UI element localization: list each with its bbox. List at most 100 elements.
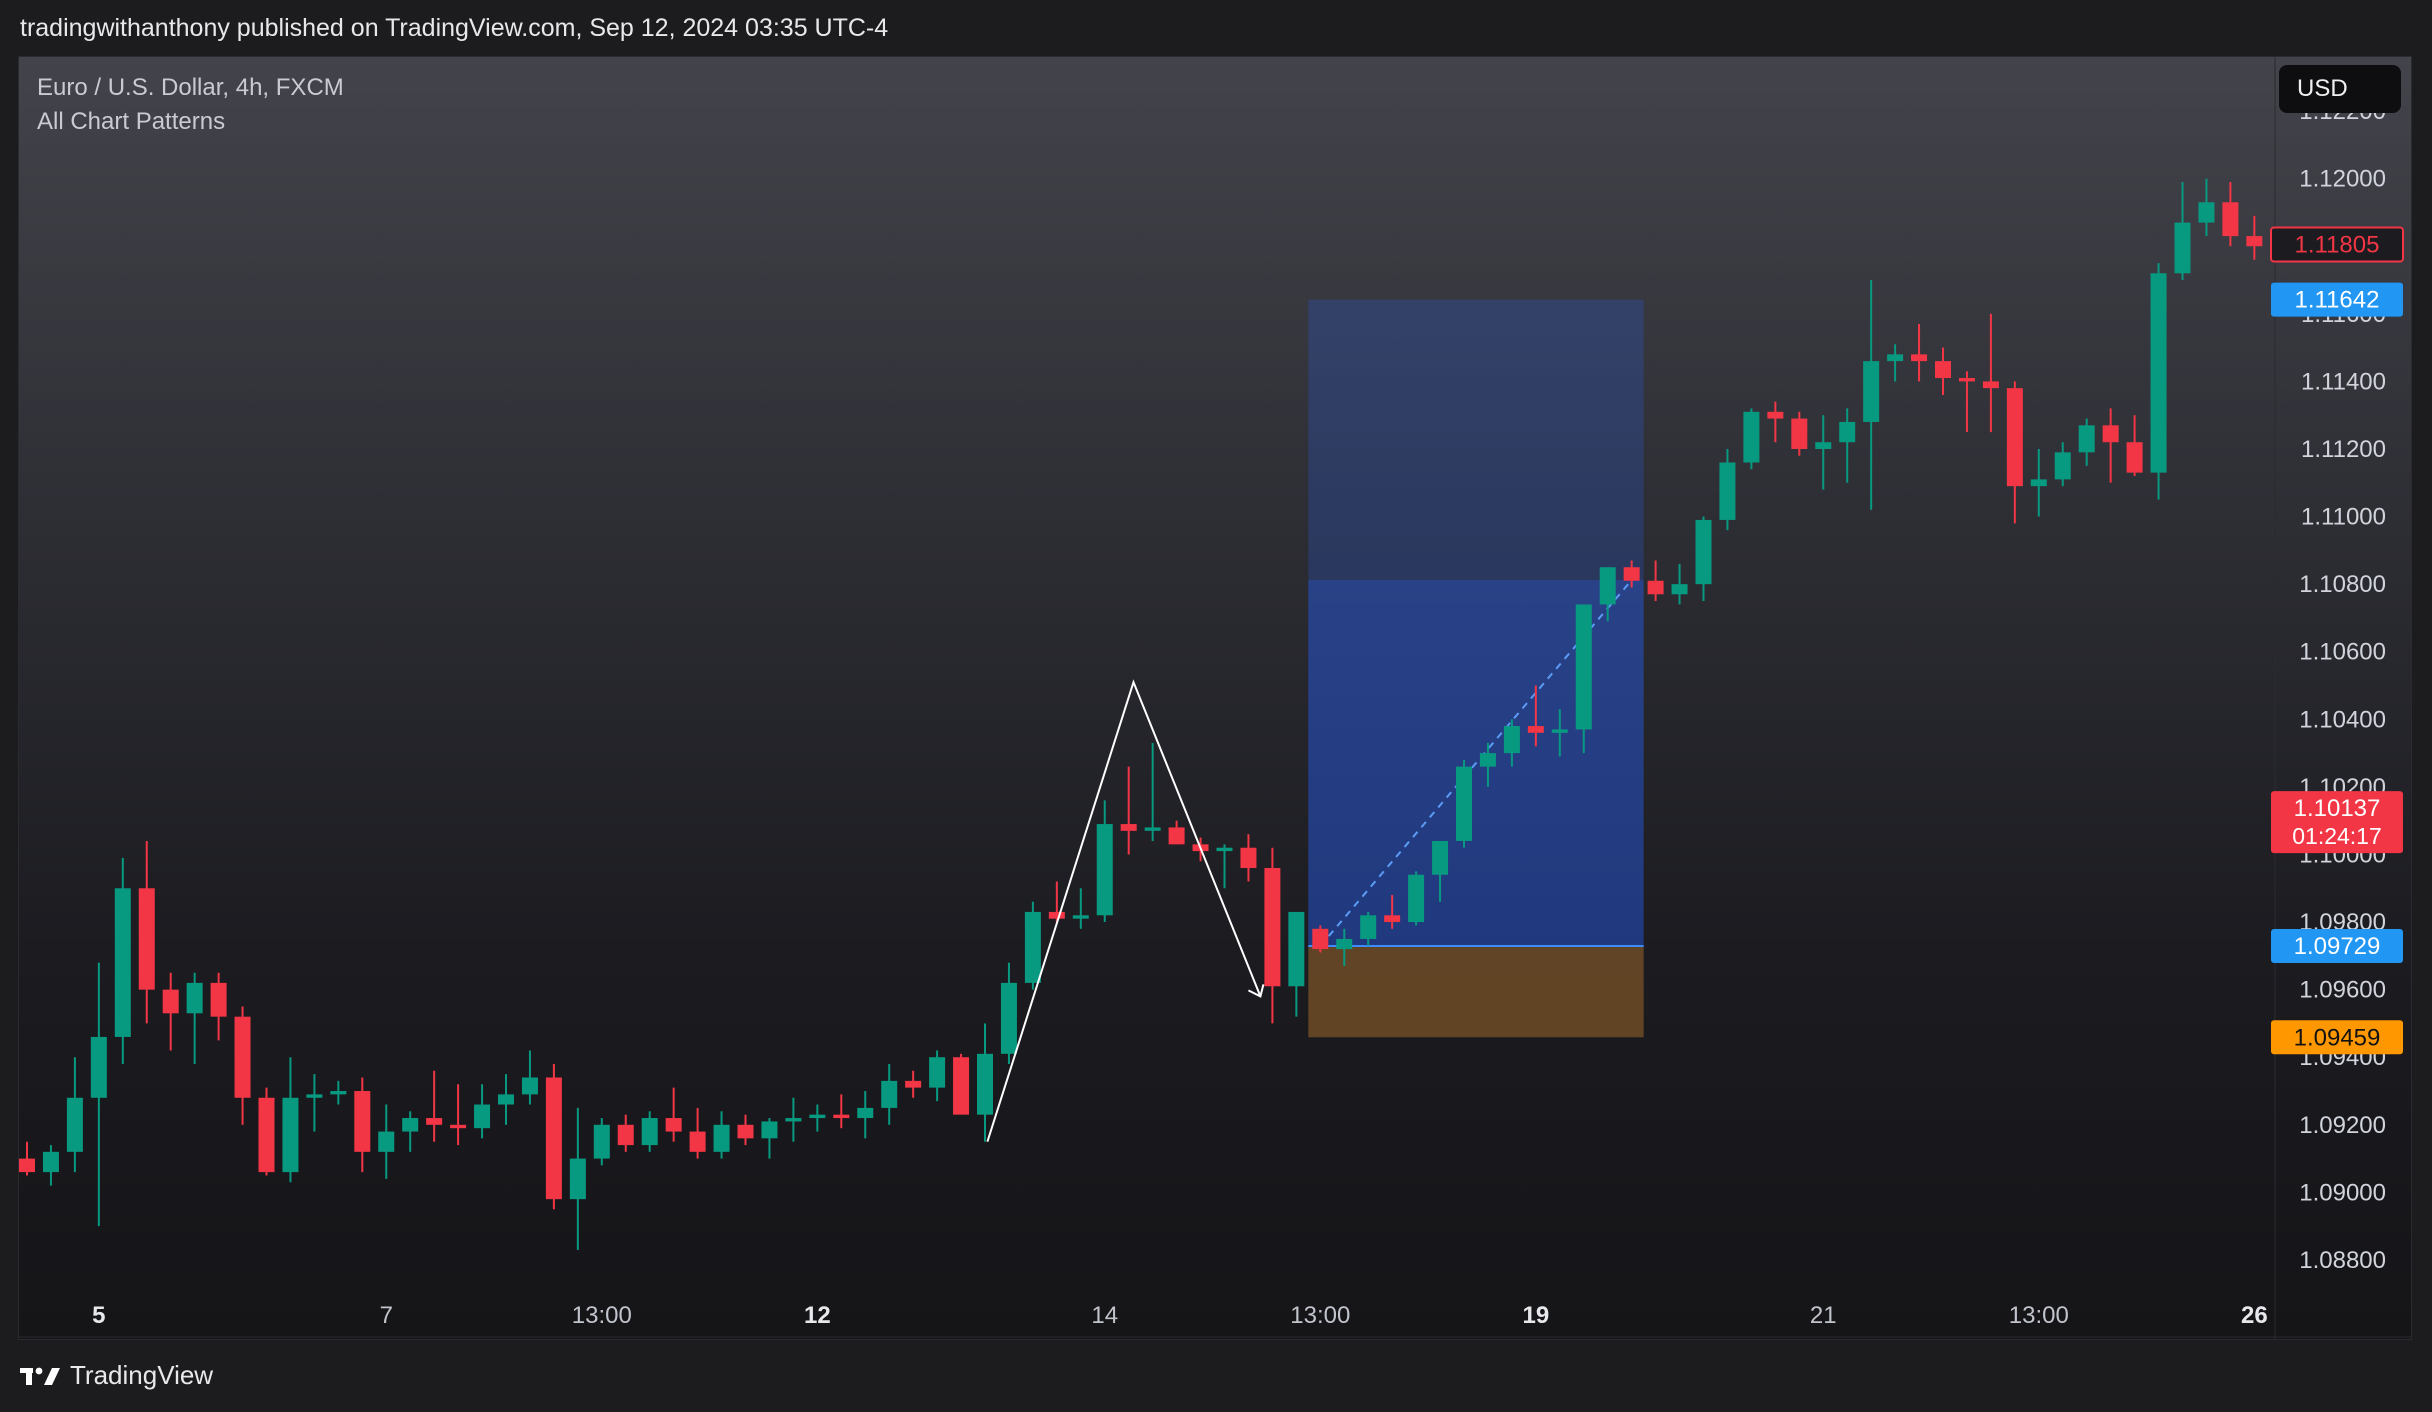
candle-body bbox=[90, 1036, 107, 1098]
candle-body bbox=[1503, 726, 1520, 754]
candle-body bbox=[1551, 729, 1568, 733]
candle-body bbox=[474, 1104, 491, 1129]
candle-body bbox=[1935, 361, 1951, 379]
candle-body bbox=[1791, 418, 1808, 449]
candle bbox=[1288, 911, 1305, 1017]
candle bbox=[1024, 901, 1041, 990]
candle-body bbox=[186, 982, 203, 1014]
candle bbox=[1048, 881, 1065, 923]
x-tick-label: 26 bbox=[2241, 1302, 2268, 1329]
candle-body bbox=[1719, 462, 1736, 520]
candle-body bbox=[1096, 824, 1113, 916]
candle-body bbox=[1336, 938, 1353, 950]
candle bbox=[210, 972, 227, 1041]
candle bbox=[1958, 371, 1975, 433]
candle bbox=[306, 1074, 323, 1132]
indicator-name[interactable]: All Chart Patterns bbox=[37, 108, 226, 135]
candle-body bbox=[1408, 874, 1425, 923]
candle-body bbox=[1839, 421, 1856, 443]
candle bbox=[665, 1087, 682, 1142]
candle-body bbox=[2198, 202, 2215, 223]
candle-body bbox=[977, 1053, 993, 1115]
candle-body bbox=[1264, 867, 1281, 987]
candle-body bbox=[1072, 915, 1089, 919]
candle-body bbox=[282, 1097, 299, 1173]
candle-body bbox=[1120, 824, 1137, 831]
candle bbox=[186, 972, 203, 1064]
candle bbox=[1647, 560, 1664, 602]
candle-body bbox=[2006, 388, 2023, 487]
candle bbox=[1072, 888, 1089, 929]
candle-body bbox=[1312, 928, 1329, 950]
pattern-arrowhead bbox=[1247, 984, 1265, 998]
candle bbox=[1623, 560, 1640, 588]
candle-body bbox=[2150, 273, 2167, 473]
candle bbox=[2198, 178, 2215, 237]
chart-pane[interactable]: 1.122001.120001.118001.116001.114001.112… bbox=[18, 56, 2412, 1340]
candle-body bbox=[330, 1091, 347, 1095]
candle-body bbox=[2078, 425, 2095, 453]
price-label: 1.11805 bbox=[2270, 226, 2404, 263]
y-tick-label: 1.11000 bbox=[2301, 504, 2386, 531]
x-tick-label: 13:00 bbox=[572, 1302, 632, 1329]
candle bbox=[1456, 759, 1472, 848]
y-tick-label: 1.11400 bbox=[2301, 368, 2386, 395]
candle-body bbox=[833, 1114, 850, 1119]
candle-body bbox=[2222, 202, 2239, 237]
x-tick-label: 21 bbox=[1810, 1302, 1837, 1329]
candle-body bbox=[426, 1118, 443, 1125]
candle bbox=[617, 1114, 634, 1152]
candle-body bbox=[1863, 361, 1880, 422]
x-tick-label: 7 bbox=[380, 1302, 393, 1329]
candle-body bbox=[929, 1057, 946, 1088]
candle-body bbox=[737, 1124, 754, 1139]
candle bbox=[2246, 215, 2263, 260]
candle bbox=[2150, 263, 2167, 500]
y-tick-label: 1.10800 bbox=[2299, 571, 2386, 598]
candle bbox=[1312, 925, 1329, 953]
candle bbox=[1935, 347, 1951, 395]
candle-body bbox=[545, 1077, 562, 1200]
candle bbox=[1887, 344, 1904, 382]
candle bbox=[42, 1145, 59, 1186]
candle bbox=[1863, 280, 1880, 510]
y-tick-label: 1.12000 bbox=[2299, 166, 2386, 193]
symbol-title[interactable]: Euro / U.S. Dollar, 4h, FXCM bbox=[37, 74, 344, 101]
candle-body bbox=[378, 1131, 395, 1152]
candle bbox=[138, 840, 155, 1024]
price-label-box bbox=[2271, 1020, 2403, 1055]
candle-body bbox=[402, 1118, 419, 1132]
candle-body bbox=[593, 1124, 610, 1159]
y-tick-label: 1.10600 bbox=[2299, 639, 2386, 666]
publish-bar: tradingwithanthony published on TradingV… bbox=[0, 0, 2432, 56]
candle bbox=[114, 857, 131, 1064]
candle bbox=[833, 1094, 850, 1129]
price-label-box bbox=[2271, 929, 2403, 964]
candle-body bbox=[1982, 381, 1999, 389]
candle bbox=[162, 972, 179, 1051]
candle-body bbox=[258, 1097, 275, 1173]
tradingview-brand[interactable]: TradingView bbox=[20, 1360, 213, 1391]
candle-body bbox=[761, 1121, 778, 1139]
published-caption: tradingwithanthony published on TradingV… bbox=[20, 14, 889, 42]
candle bbox=[1671, 563, 1688, 605]
candle-body bbox=[953, 1057, 970, 1115]
candle-body bbox=[1695, 519, 1712, 585]
candle bbox=[1527, 685, 1544, 747]
candle-body bbox=[42, 1151, 59, 1173]
candle bbox=[498, 1074, 514, 1125]
candle-body bbox=[1360, 915, 1377, 939]
candle-body bbox=[641, 1118, 658, 1146]
candle-body bbox=[1767, 411, 1784, 419]
candle bbox=[977, 1023, 993, 1142]
candle bbox=[1000, 962, 1017, 1064]
chart-legend: Euro / U.S. Dollar, 4h, FXCM All Chart P… bbox=[37, 71, 344, 139]
price-chart[interactable]: 1.122001.120001.118001.116001.114001.112… bbox=[19, 57, 2412, 1340]
candles bbox=[19, 178, 2263, 1250]
currency-button[interactable]: USD bbox=[2279, 65, 2401, 113]
candle-body bbox=[138, 888, 155, 990]
candle-body bbox=[1958, 378, 1975, 382]
y-tick-label: 1.09000 bbox=[2299, 1179, 2386, 1206]
candle-body bbox=[1479, 753, 1496, 767]
